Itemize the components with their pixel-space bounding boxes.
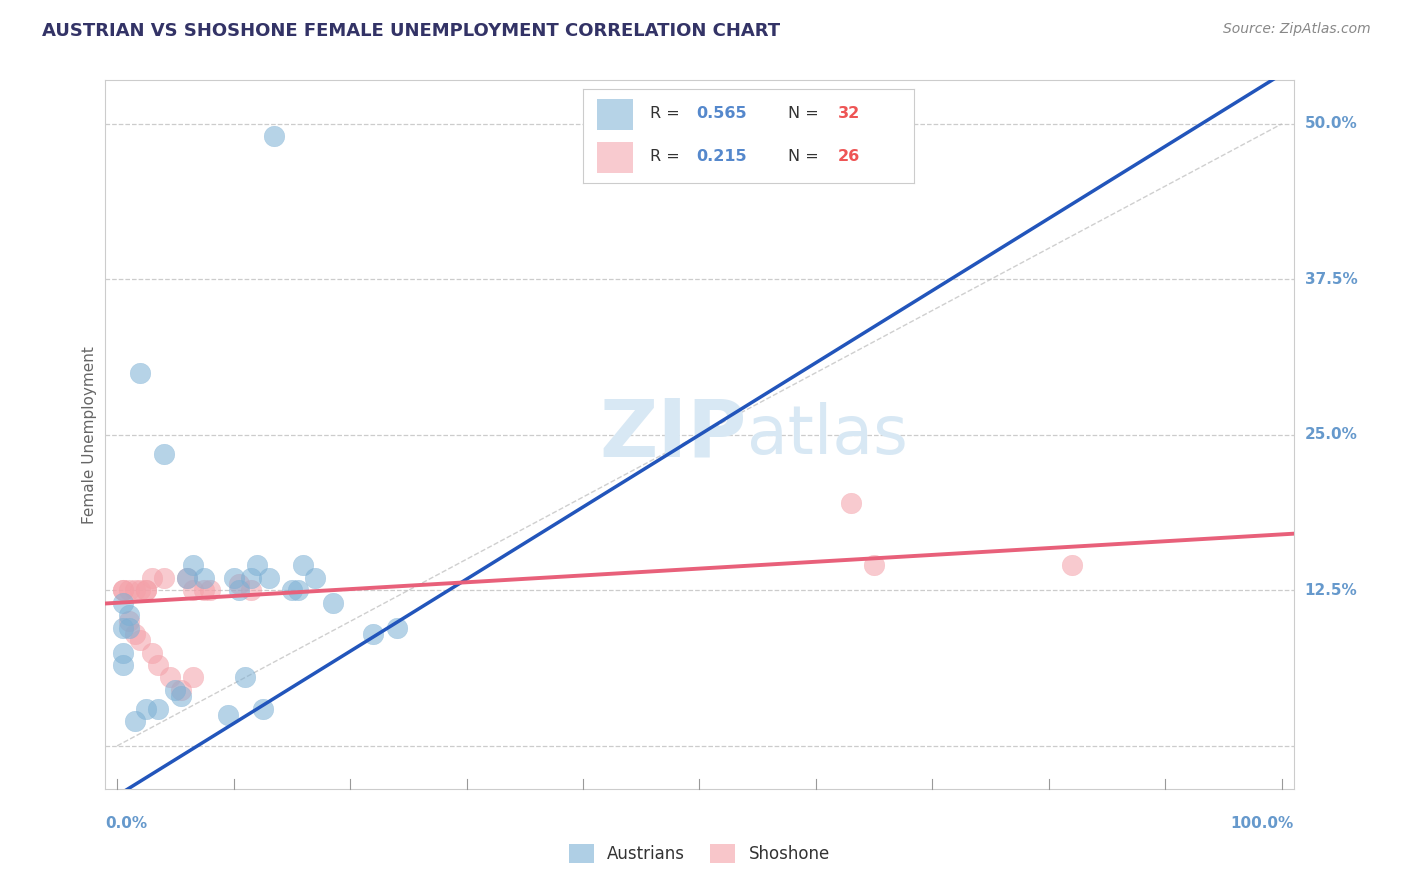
Point xyxy=(193,571,215,585)
Text: 100.0%: 100.0% xyxy=(1230,816,1294,831)
Point xyxy=(287,583,309,598)
Point xyxy=(385,621,408,635)
Point xyxy=(263,129,285,144)
Point xyxy=(141,646,163,660)
Point xyxy=(129,583,152,598)
Point xyxy=(111,646,134,660)
Point xyxy=(152,571,174,585)
Text: Source: ZipAtlas.com: Source: ZipAtlas.com xyxy=(1223,22,1371,37)
Point xyxy=(146,701,169,715)
Point xyxy=(146,658,169,673)
Point xyxy=(228,577,250,591)
Point xyxy=(1062,558,1084,573)
Point xyxy=(281,583,304,598)
Text: atlas: atlas xyxy=(747,402,908,467)
Point xyxy=(135,583,157,598)
Bar xyxy=(596,142,633,173)
Point xyxy=(181,558,204,573)
Text: 0.565: 0.565 xyxy=(696,106,747,121)
Point xyxy=(257,571,280,585)
Point xyxy=(118,615,141,629)
Y-axis label: Female Unemployment: Female Unemployment xyxy=(82,346,97,524)
Text: N =: N = xyxy=(789,106,824,121)
Point xyxy=(839,496,862,510)
Point xyxy=(176,571,198,585)
Point xyxy=(292,558,315,573)
Point xyxy=(176,571,198,585)
Point xyxy=(252,701,274,715)
Point xyxy=(363,627,385,641)
Text: AUSTRIAN VS SHOSHONE FEMALE UNEMPLOYMENT CORRELATION CHART: AUSTRIAN VS SHOSHONE FEMALE UNEMPLOYMENT… xyxy=(42,22,780,40)
Text: R =: R = xyxy=(650,106,685,121)
Text: 0.215: 0.215 xyxy=(696,149,747,164)
Point xyxy=(111,583,134,598)
Point xyxy=(165,682,187,697)
Point xyxy=(124,714,146,728)
Point xyxy=(152,446,174,460)
Bar xyxy=(596,98,633,130)
Text: ZIP: ZIP xyxy=(600,396,747,474)
Text: 25.0%: 25.0% xyxy=(1305,427,1358,442)
Point xyxy=(124,627,146,641)
Point xyxy=(246,558,269,573)
Point xyxy=(159,670,181,684)
Point xyxy=(129,633,152,648)
Point xyxy=(111,621,134,635)
Text: 26: 26 xyxy=(838,149,860,164)
Point xyxy=(118,621,141,635)
Point xyxy=(193,583,215,598)
Point xyxy=(217,707,239,722)
Text: 37.5%: 37.5% xyxy=(1305,272,1358,287)
Point xyxy=(200,583,222,598)
Point xyxy=(240,583,263,598)
Point xyxy=(304,571,326,585)
Point xyxy=(322,596,344,610)
Point xyxy=(118,583,141,598)
Point xyxy=(233,670,256,684)
Point xyxy=(135,583,157,598)
Legend: Austrians, Shoshone: Austrians, Shoshone xyxy=(562,838,837,870)
Point xyxy=(111,658,134,673)
Point xyxy=(124,583,146,598)
Text: 50.0%: 50.0% xyxy=(1305,116,1358,131)
Point xyxy=(228,583,250,598)
Point xyxy=(111,596,134,610)
Point xyxy=(181,583,204,598)
Text: 0.0%: 0.0% xyxy=(105,816,148,831)
Text: R =: R = xyxy=(650,149,689,164)
Point xyxy=(118,608,141,623)
Text: 12.5%: 12.5% xyxy=(1305,582,1358,598)
Text: 32: 32 xyxy=(838,106,860,121)
Text: N =: N = xyxy=(789,149,824,164)
Point xyxy=(141,571,163,585)
Point xyxy=(129,366,152,380)
Point xyxy=(863,558,886,573)
Point xyxy=(240,571,263,585)
Point xyxy=(170,682,193,697)
Point xyxy=(170,689,193,703)
Point xyxy=(222,571,245,585)
Point xyxy=(181,670,204,684)
Point xyxy=(111,583,134,598)
Point xyxy=(135,701,157,715)
